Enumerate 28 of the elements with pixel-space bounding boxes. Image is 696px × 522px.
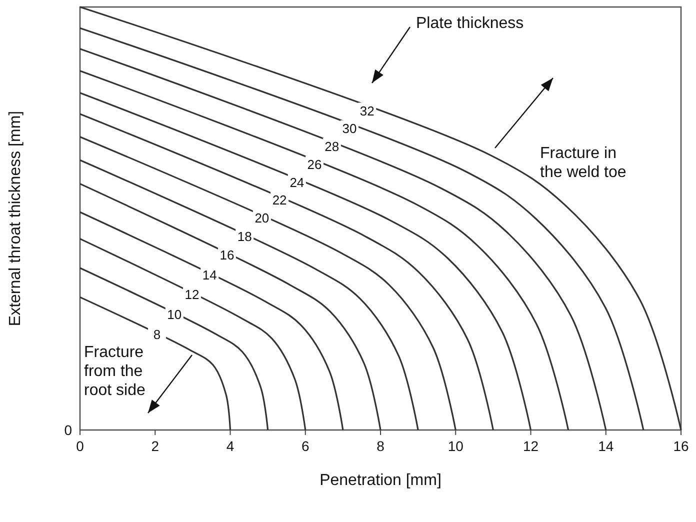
series-label: 12 bbox=[184, 286, 200, 302]
y-axis-title: External throat thickness [mm] bbox=[7, 110, 24, 326]
series-label: 16 bbox=[220, 248, 234, 263]
series-label: 18 bbox=[237, 229, 252, 244]
series-label: 10 bbox=[167, 306, 182, 322]
series-label: 30 bbox=[342, 121, 357, 136]
series-label: 20 bbox=[254, 210, 270, 226]
text: 0 bbox=[64, 422, 72, 438]
x-tick-label: 16 bbox=[673, 438, 689, 454]
annotation: Plate thickness bbox=[416, 15, 524, 32]
x-tick-label: 14 bbox=[598, 438, 614, 454]
x-axis-title: Penetration [mm] bbox=[320, 472, 442, 489]
x-tick-label: 6 bbox=[301, 438, 310, 454]
annotation: Fracture from the root side bbox=[84, 344, 146, 399]
series-label: 26 bbox=[307, 156, 322, 172]
x-tick-label: 12 bbox=[522, 438, 539, 454]
series-label: 22 bbox=[272, 192, 287, 208]
x-tick-label: 8 bbox=[376, 438, 385, 454]
annotation: Fracture in the weld toe bbox=[540, 145, 626, 181]
x-tick-label: 2 bbox=[151, 438, 160, 454]
x-tick-label: 10 bbox=[448, 438, 464, 454]
series-label: 14 bbox=[202, 268, 217, 283]
series-label: 32 bbox=[360, 104, 374, 119]
series-label: 28 bbox=[324, 139, 340, 154]
x-tick-label: 4 bbox=[226, 438, 234, 454]
series-label: 24 bbox=[290, 174, 304, 190]
series-label: 8 bbox=[153, 327, 161, 342]
x-tick-label: 0 bbox=[76, 438, 84, 454]
